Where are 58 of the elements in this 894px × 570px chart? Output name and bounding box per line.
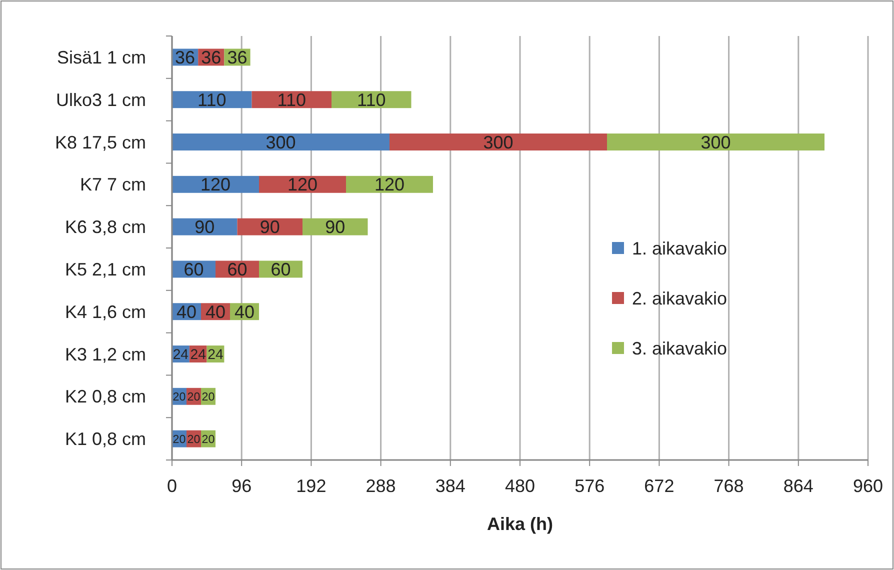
y-tick-label: K2 0,8 cm bbox=[64, 386, 146, 407]
data-label: 90 bbox=[260, 217, 280, 238]
data-label: 90 bbox=[325, 217, 346, 238]
data-label: 20 bbox=[187, 390, 201, 404]
x-tick-label: 864 bbox=[783, 476, 814, 496]
bar bbox=[390, 134, 607, 150]
bar bbox=[172, 134, 390, 150]
y-tick-label: K4 1,6 cm bbox=[64, 302, 146, 322]
data-label: 120 bbox=[200, 174, 231, 195]
y-tick-label: K7 7 cm bbox=[80, 174, 146, 195]
data-label: 40 bbox=[234, 302, 255, 322]
x-tick-label: 288 bbox=[366, 476, 396, 496]
x-tick-label: 768 bbox=[714, 476, 744, 496]
data-label: 36 bbox=[201, 48, 222, 68]
x-tick-label: 0 bbox=[166, 476, 178, 496]
y-tick-label: Sisä1 1 cm bbox=[56, 48, 146, 68]
data-label: 60 bbox=[227, 260, 248, 280]
data-label: 300 bbox=[700, 132, 731, 152]
y-tick-label: K1 0,8 cm bbox=[64, 429, 146, 450]
data-label: 20 bbox=[202, 432, 216, 446]
y-tick-label: K6 3,8 cm bbox=[64, 217, 146, 238]
y-tick-label: Ulko3 1 cm bbox=[56, 90, 146, 110]
legend-label: 2. aikavakio bbox=[632, 288, 728, 308]
data-label: 36 bbox=[175, 48, 196, 68]
y-tick-label: K5 2,1 cm bbox=[64, 260, 146, 280]
x-tick-label: 384 bbox=[435, 476, 466, 496]
data-label: 110 bbox=[198, 90, 226, 110]
legend-label: 1. aikavakio bbox=[632, 238, 728, 258]
data-label: 110 bbox=[357, 90, 386, 110]
data-label: 300 bbox=[483, 132, 514, 152]
x-tick-label: 672 bbox=[644, 476, 674, 496]
data-label: 110 bbox=[277, 90, 306, 110]
data-label: 120 bbox=[374, 174, 405, 195]
legend-label: 3. aikavakio bbox=[632, 338, 728, 358]
data-label: 120 bbox=[287, 174, 318, 195]
x-tick-label: 96 bbox=[232, 476, 252, 496]
data-label: 90 bbox=[194, 217, 215, 238]
data-label: 20 bbox=[172, 432, 186, 446]
x-tick-label: 960 bbox=[852, 476, 884, 496]
x-tick-label: 480 bbox=[504, 476, 536, 496]
x-tick-label: 192 bbox=[296, 476, 326, 496]
x-tick-label: 576 bbox=[574, 476, 605, 496]
data-label: 60 bbox=[184, 260, 204, 280]
bar bbox=[607, 134, 824, 150]
data-label: 24 bbox=[208, 346, 224, 362]
data-label: 36 bbox=[227, 48, 248, 68]
data-label: 40 bbox=[205, 302, 226, 322]
data-label: 20 bbox=[187, 432, 201, 446]
data-label: 24 bbox=[172, 346, 189, 362]
data-label: 60 bbox=[270, 260, 291, 280]
data-label: 20 bbox=[172, 390, 186, 404]
y-tick-label: K8 17,5 cm bbox=[54, 132, 146, 152]
data-label: 300 bbox=[266, 132, 296, 152]
data-label: 20 bbox=[202, 390, 216, 404]
data-label: 40 bbox=[176, 302, 197, 322]
x-axis-title: Aika (h) bbox=[486, 514, 554, 534]
data-label: 24 bbox=[190, 346, 206, 362]
y-tick-label: K3 1,2 cm bbox=[64, 344, 146, 364]
